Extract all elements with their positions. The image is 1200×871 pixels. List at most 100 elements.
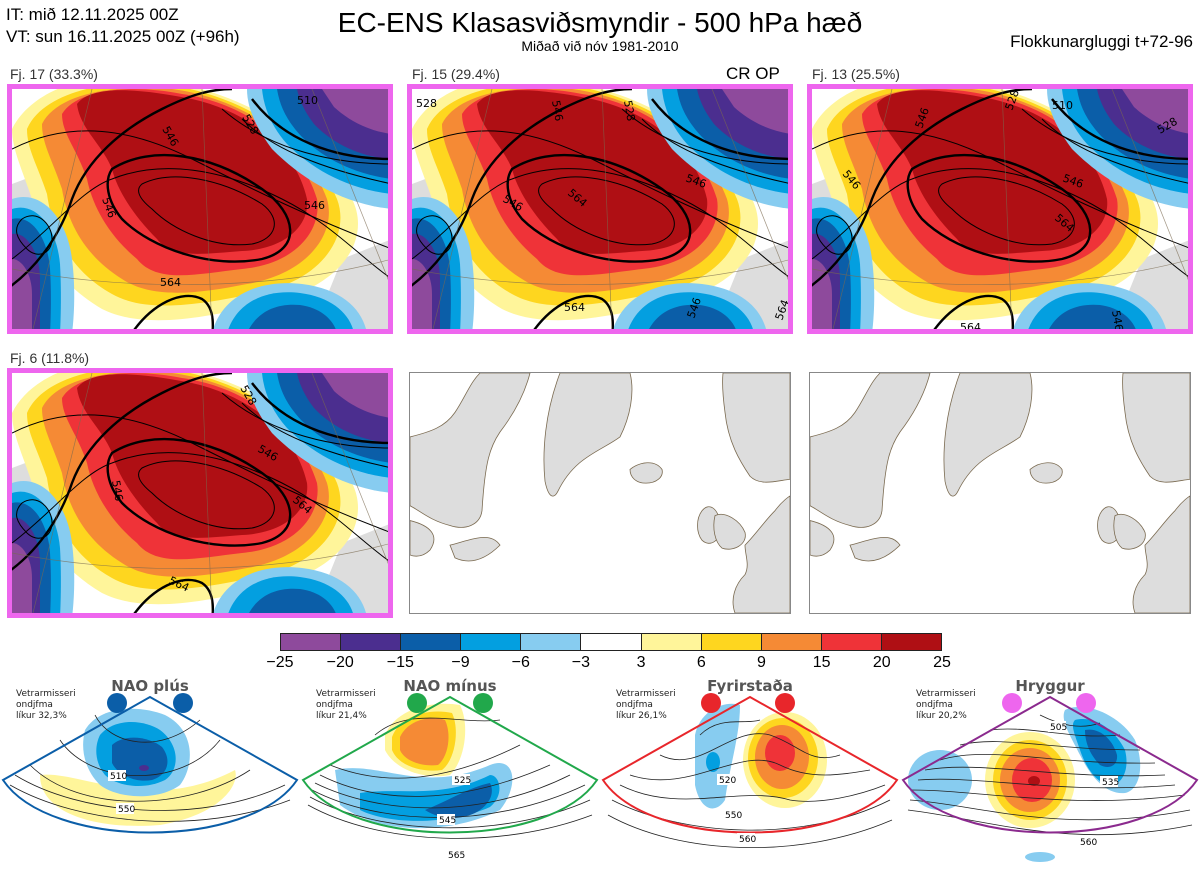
contour-label: 550 bbox=[118, 805, 135, 815]
empty-map-panel-5 bbox=[409, 372, 791, 614]
colorbar-tick-label: 20 bbox=[872, 654, 891, 671]
contour-label: 545 bbox=[439, 816, 456, 826]
panel-label: Fj. 6 (11.8%) bbox=[10, 350, 90, 366]
regime-blocking: 520 550 560 Fyrirstaða Vetrarmisseri ond… bbox=[600, 675, 900, 871]
colorbar-tick-label: 25 bbox=[933, 654, 951, 671]
colorbar-segment bbox=[761, 634, 822, 650]
regime-months: ondjfma bbox=[916, 700, 953, 710]
cluster-map-4: 528 546 546 564 564 bbox=[12, 373, 388, 613]
contour-label: 550 bbox=[725, 811, 742, 821]
regime-info: Vetrarmisseri ondjfma líkur 32,3% bbox=[16, 689, 76, 722]
regime-map-nao-plus: 510 550 bbox=[1, 693, 299, 834]
colorbar-tick-label: 6 bbox=[696, 654, 706, 671]
contour-label: 565 bbox=[448, 851, 465, 861]
contour-label: 510 bbox=[110, 772, 127, 782]
contour-label: 528 bbox=[621, 99, 637, 122]
page-title: EC-ENS Klasasviðsmyndir - 500 hPa hæð bbox=[337, 7, 863, 38]
cluster-map-1: 546 528 510 546 546 564 bbox=[12, 89, 388, 329]
contour-label: 546 bbox=[549, 99, 565, 122]
contour-label: 510 bbox=[297, 94, 318, 107]
regime-season: Vetrarmisseri bbox=[616, 689, 676, 699]
empty-map-5 bbox=[410, 373, 790, 613]
regime-dot bbox=[1076, 693, 1096, 713]
empty-map-6 bbox=[810, 373, 1190, 613]
colorbar-segment bbox=[641, 634, 702, 650]
colorbar-tick-label: 15 bbox=[812, 654, 831, 671]
contour-label: 560 bbox=[739, 835, 756, 845]
regime-ridge: 505 535 560 Hryggur Vetrarmisseri ondjfm… bbox=[900, 675, 1200, 871]
regime-nao-plus: 510 550 NAO plús Vetrarmisseri ondjfma l… bbox=[0, 675, 300, 871]
regime-season: Vetrarmisseri bbox=[16, 689, 76, 699]
regime-dot bbox=[701, 693, 721, 713]
regime-title: Fyrirstaða bbox=[707, 677, 793, 695]
contour-label: 546 bbox=[1109, 309, 1125, 329]
contour-label: 535 bbox=[1102, 778, 1119, 788]
regime-season: Vetrarmisseri bbox=[316, 689, 376, 699]
contour-label: 564 bbox=[160, 276, 181, 289]
valid-time: VT: sun 16.11.2025 00Z (+96h) bbox=[6, 27, 240, 46]
contour-label: 546 bbox=[304, 199, 325, 212]
regime-info: Vetrarmisseri ondjfma líkur 21,4% bbox=[316, 689, 376, 722]
colorbar bbox=[280, 633, 942, 651]
page-subtitle: Miðað við nóv 1981-2010 bbox=[521, 38, 679, 54]
regime-title: NAO plús bbox=[111, 677, 189, 695]
regime-months: ondjfma bbox=[316, 700, 353, 710]
contour-label: 528 bbox=[416, 97, 437, 110]
regime-map-nao-minus: 525 545 565 bbox=[301, 693, 599, 861]
regime-months: ondjfma bbox=[16, 700, 53, 710]
regime-season: Vetrarmisseri bbox=[916, 689, 976, 699]
regime-probability: líkur 21,4% bbox=[316, 711, 367, 721]
regime-probability: líkur 32,3% bbox=[16, 711, 67, 721]
contour-label: 520 bbox=[719, 776, 736, 786]
colorbar-segment bbox=[701, 634, 762, 650]
cluster-map-2: 528 546 528 546 564 546 564 546 564 bbox=[412, 89, 788, 329]
regime-dot bbox=[775, 693, 795, 713]
run-times: IT: mið 12.11.2025 00Z VT: sun 16.11.202… bbox=[6, 4, 240, 48]
cluster-map-panel-2: 528 546 528 546 564 546 564 546 564 bbox=[407, 84, 793, 334]
regime-map-blocking: 520 550 560 bbox=[601, 693, 899, 848]
regime-dot bbox=[173, 693, 193, 713]
contour-label: 564 bbox=[960, 321, 981, 329]
colorbar-segment bbox=[881, 634, 942, 650]
colorbar-segment bbox=[461, 634, 522, 650]
colorbar-segment bbox=[521, 634, 582, 650]
colorbar-tick-label: −3 bbox=[571, 654, 591, 671]
colorbar-tick-label: −15 bbox=[386, 654, 414, 671]
colorbar-segment bbox=[281, 634, 342, 650]
colorbar-tick-label: −20 bbox=[326, 654, 354, 671]
regime-dot bbox=[473, 693, 493, 713]
contour-label: 525 bbox=[454, 776, 471, 786]
regime-info: Vetrarmisseri ondjfma líkur 20,2% bbox=[916, 689, 976, 722]
colorbar-segment bbox=[401, 634, 462, 650]
regime-months: ondjfma bbox=[616, 700, 653, 710]
cluster-map-panel-4: 528 546 546 564 564 bbox=[7, 368, 393, 618]
regime-probability: líkur 20,2% bbox=[916, 711, 967, 721]
colorbar-tick-label: −6 bbox=[511, 654, 530, 671]
clustering-window: Flokkunargluggi t+72-96 bbox=[1010, 32, 1193, 51]
regime-map-ridge: 505 535 560 bbox=[901, 693, 1199, 862]
colorbar-tick-label: 9 bbox=[757, 654, 766, 671]
contour-label: 546 bbox=[109, 479, 125, 502]
colorbar-segment bbox=[821, 634, 882, 650]
panel-label: Fj. 13 (25.5%) bbox=[812, 66, 900, 82]
contour-label: 564 bbox=[564, 301, 585, 314]
colorbar-tick-label: −25 bbox=[266, 654, 294, 671]
colorbar-segment bbox=[341, 634, 402, 650]
cluster-map-3: 546 528 510 528 546 546 564 564 546 bbox=[812, 89, 1188, 329]
regime-info: Vetrarmisseri ondjfma líkur 26,1% bbox=[616, 689, 676, 722]
contour-label: 505 bbox=[1050, 723, 1067, 733]
cr-op-label: CR OP bbox=[726, 64, 780, 83]
regime-probability: líkur 26,1% bbox=[616, 711, 667, 721]
panel-label: Fj. 17 (33.3%) bbox=[10, 66, 98, 82]
cluster-map-panel-1: 546 528 510 546 546 564 bbox=[7, 84, 393, 334]
colorbar-tick-label: −9 bbox=[451, 654, 470, 671]
regime-title: NAO mínus bbox=[403, 677, 497, 695]
contour-label: 510 bbox=[1052, 99, 1073, 112]
colorbar-tick-label: 3 bbox=[636, 654, 646, 671]
empty-map-panel-6 bbox=[809, 372, 1191, 614]
regime-nao-minus: 525 545 565 NAO mínus Vetrarmisseri ondj… bbox=[300, 675, 600, 871]
cluster-map-panel-3: 546 528 510 528 546 546 564 564 546 bbox=[807, 84, 1193, 334]
init-time: IT: mið 12.11.2025 00Z bbox=[6, 5, 179, 24]
regime-dot bbox=[107, 693, 127, 713]
regime-title: Hryggur bbox=[1015, 677, 1085, 695]
